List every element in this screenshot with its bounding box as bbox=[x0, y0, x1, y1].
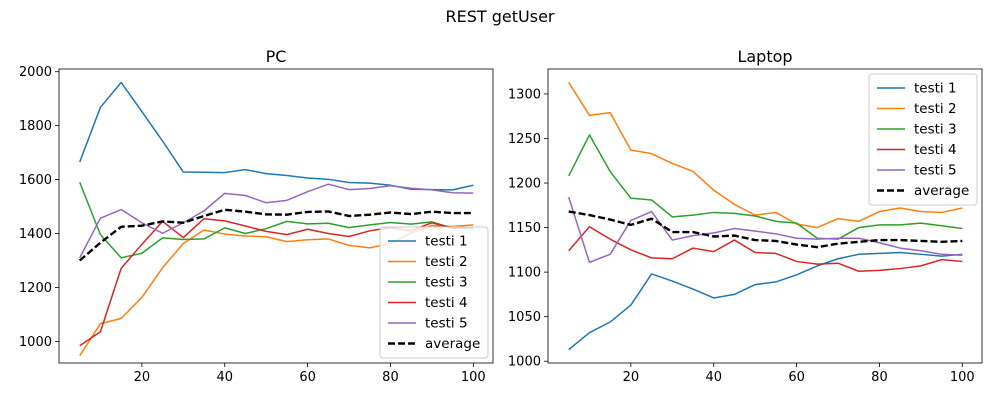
chart1-series-line-testi-4 bbox=[568, 225, 963, 272]
chart1-series-line-average bbox=[568, 210, 963, 249]
chart0-title: PC bbox=[266, 47, 287, 66]
chart0-legend: testi 1 testi 2 testi 3 testi 4 testi 5 avera… bbox=[379, 226, 489, 359]
chart0-series-line-testi-1 bbox=[79, 81, 474, 191]
chart1-ytick-label: 1250 bbox=[508, 132, 541, 147]
chart1-legend-label: testi 4 bbox=[914, 142, 957, 158]
chart1-ytick-label: 1000 bbox=[508, 355, 541, 370]
chart-pc: PC 20 40 60 80 100 1000 1200 1400 1600 1800 2000 tes… bbox=[19, 47, 494, 385]
figure-title: REST getUser bbox=[446, 7, 555, 26]
chart1-xtick-label: 60 bbox=[788, 370, 805, 385]
chart0-series-line-average bbox=[78, 208, 474, 262]
chart0-xtick-label: 20 bbox=[134, 370, 151, 385]
chart1-ytick-label: 1050 bbox=[508, 310, 541, 325]
chart0-legend-box bbox=[379, 226, 489, 359]
chart1-ytick-label: 1100 bbox=[508, 266, 541, 281]
chart1-series-line-testi-1 bbox=[568, 251, 963, 351]
chart1-ytick-label: 1150 bbox=[508, 221, 541, 236]
chart1-axes-frame bbox=[547, 68, 983, 364]
chart0-ytick-label: 1600 bbox=[19, 173, 52, 188]
chart0-series-line-testi-5 bbox=[79, 183, 474, 259]
chart1-legend-label: testi 2 bbox=[914, 101, 957, 117]
chart0-legend-label: testi 2 bbox=[425, 254, 468, 270]
chart1-ytick-label: 1300 bbox=[508, 87, 541, 102]
chart1-xtick-label: 100 bbox=[950, 370, 975, 385]
chart1-ytick-label: 1200 bbox=[508, 177, 541, 192]
chart1-title: Laptop bbox=[737, 47, 792, 66]
chart0-ytick-label: 2000 bbox=[19, 65, 52, 80]
chart0-xtick-label: 80 bbox=[382, 370, 399, 385]
chart1-xtick-label: 40 bbox=[705, 370, 722, 385]
chart1-legend-label: average bbox=[914, 183, 969, 199]
chart0-series-line-testi-3 bbox=[79, 182, 474, 259]
chart1-xtick-label: 80 bbox=[871, 370, 888, 385]
chart1-legend: testi 1 testi 2 testi 3 testi 4 testi 5 avera… bbox=[868, 73, 978, 206]
chart0-ytick-label: 1200 bbox=[19, 281, 52, 296]
chart1-legend-label: testi 5 bbox=[914, 163, 957, 179]
chart1-legend-label: testi 3 bbox=[914, 122, 957, 138]
chart0-legend-label: testi 5 bbox=[425, 316, 468, 332]
chart0-ytick-label: 1800 bbox=[19, 119, 52, 134]
chart0-ytick-label: 1000 bbox=[19, 335, 52, 350]
chart0-legend-label: testi 4 bbox=[425, 295, 468, 311]
chart0-legend-label: testi 3 bbox=[425, 275, 468, 291]
chart1-xtick-label: 20 bbox=[623, 370, 640, 385]
chart0-ytick-label: 1400 bbox=[19, 227, 52, 242]
chart1-series-line-testi-5 bbox=[568, 197, 963, 264]
chart1-legend-box bbox=[868, 73, 978, 206]
chart0-xtick-label: 100 bbox=[461, 370, 486, 385]
chart1-series-line-testi-3 bbox=[568, 134, 963, 240]
chart1-legend-label: testi 1 bbox=[914, 81, 957, 97]
chart1-series-group bbox=[568, 81, 963, 351]
chart0-xtick-label: 60 bbox=[299, 370, 316, 385]
chart-laptop: Laptop 20 40 60 80 100 1000 1050 1100 1150 1200 125… bbox=[508, 47, 983, 385]
chart0-legend-label: average bbox=[425, 336, 480, 352]
chart0-xtick-label: 40 bbox=[216, 370, 233, 385]
chart0-legend-label: testi 1 bbox=[425, 234, 468, 250]
chart0-axes-frame bbox=[58, 68, 494, 364]
chart1-series-line-testi-2 bbox=[568, 81, 963, 229]
